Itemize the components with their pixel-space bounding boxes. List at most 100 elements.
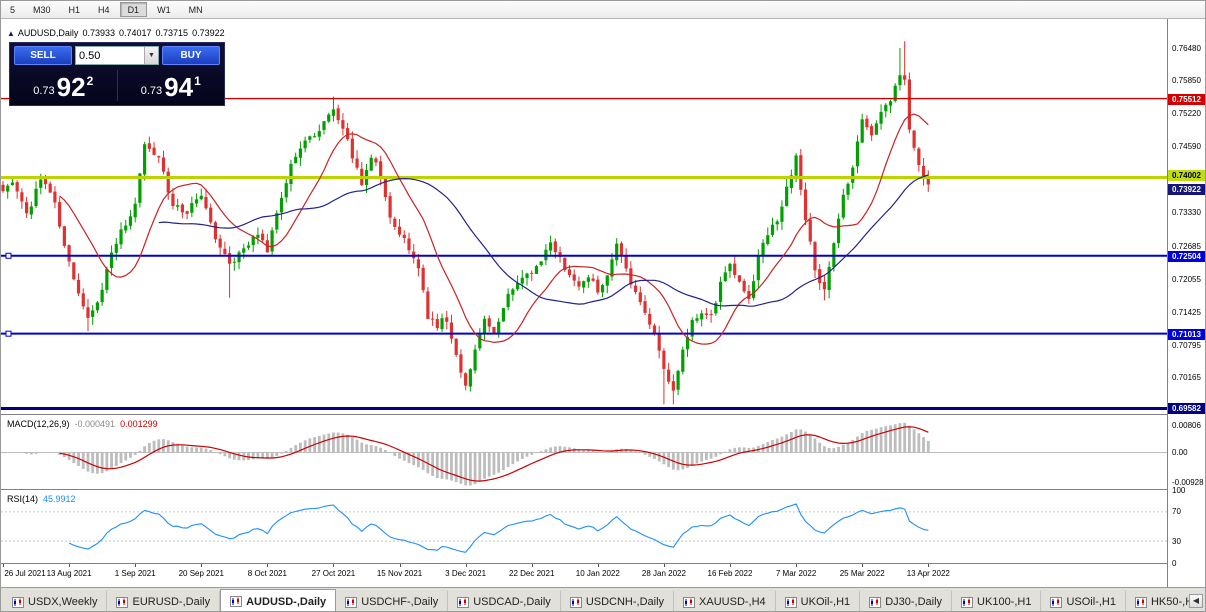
chart-tab-usoil-h1[interactable]: USOil-,H1 (1041, 591, 1126, 611)
volume-dropdown-icon[interactable]: ▼ (144, 47, 158, 64)
timeframe-button-m30[interactable]: M30 (25, 2, 59, 17)
timeframe-button-5[interactable]: 5 (2, 2, 23, 17)
rsi-value: 45.9912 (43, 494, 76, 504)
chart-tab-dj30-daily[interactable]: DJ30-,Daily (860, 591, 953, 611)
time-axis[interactable]: 26 Jul 2021 13 Aug 2021 1 Sep 2021 20 Sep 2… (1, 564, 1167, 587)
sell-price-point: 2 (86, 74, 94, 88)
buy-price-display: 0.73 94 1 (118, 67, 225, 104)
chart-tab-xauusd-h4[interactable]: XAUUSD-,H4 (674, 591, 776, 611)
chart-tab-usdx-weekly[interactable]: USDX,Weekly (3, 591, 108, 611)
chart-tab-hk50-h1[interactable]: HK50-,H1 (1126, 591, 1205, 611)
buy-button[interactable]: BUY (162, 46, 220, 65)
time-tick (399, 564, 401, 567)
ohlc-open: 0.73933 (82, 28, 115, 38)
time-tick (796, 564, 798, 567)
price-badge: 0.71013 (1168, 328, 1205, 340)
candlestick-chart-icon (345, 596, 358, 608)
candlestick-chart-icon (961, 596, 974, 608)
date-label: 10 Jan 2022 (575, 569, 620, 578)
price-tick: 0.76480 (1172, 43, 1201, 53)
chart-tab-uk100-h1[interactable]: UK100-,H1 (952, 591, 1042, 611)
price-badge: 0.75512 (1168, 93, 1205, 105)
price-tick: 0.73330 (1172, 208, 1201, 218)
price-badge: 0.74002 (1168, 170, 1205, 182)
candlestick-chart-icon (1050, 596, 1063, 608)
tab-label: UKOil-,H1 (800, 596, 851, 608)
price-badge: 0.69582 (1168, 403, 1205, 415)
macd-axis-tick: -0.00928 (1172, 478, 1204, 487)
tab-label: USDCAD-,Daily (473, 596, 551, 608)
date-label: 7 Mar 2022 (775, 569, 817, 578)
tab-label: UK100-,H1 (977, 596, 1032, 608)
macd-axis-tick: 0.00806 (1172, 421, 1201, 430)
buy-price-pips: 94 (164, 72, 194, 102)
macd-main-value: -0.000491 (74, 419, 116, 429)
time-tick (597, 564, 599, 567)
time-tick (663, 564, 665, 567)
rsi-label: RSI(14) (7, 494, 39, 504)
tabs-scroll-left-button[interactable]: ◀ (1189, 594, 1203, 608)
time-tick (862, 564, 864, 567)
candlestick-chart-icon (116, 596, 129, 608)
price-tick: 0.72055 (1172, 274, 1201, 284)
tab-label: USDCNH-,Daily (585, 596, 665, 608)
rsi-axis-tick: 0 (1172, 558, 1177, 568)
macd-label: MACD(12,26,9) (7, 419, 70, 429)
time-tick (465, 564, 467, 567)
timeframe-button-h4[interactable]: H4 (90, 2, 118, 17)
chart-tab-ukoil-h1[interactable]: UKOil-,H1 (776, 591, 861, 611)
tab-label: HK50-,H1 (1150, 596, 1200, 608)
price-chart[interactable] (1, 19, 1167, 587)
rsi-axis-tick: 100 (1172, 485, 1186, 495)
tab-label: AUDUSD-,Daily (246, 595, 327, 608)
chart-area[interactable]: ▲ AUDUSD,Daily 0.73933 0.74017 0.73715 0.7392… (1, 19, 1205, 587)
tab-label: USOil-,H1 (1066, 596, 1116, 608)
candlestick-chart-icon (683, 596, 696, 608)
candlestick-chart-icon (230, 596, 243, 607)
chart-tab-eurusd-daily[interactable]: EURUSD-,Daily (107, 591, 221, 611)
date-label: 22 Dec 2021 (509, 569, 555, 578)
price-tick: 0.74590 (1172, 142, 1201, 152)
ohlc-high: 0.74017 (118, 28, 152, 38)
chart-tab-usdcad-daily[interactable]: USDCAD-,Daily (448, 591, 561, 611)
tab-label: DJ30-,Daily (885, 596, 943, 608)
price-badge: 0.73922 (1168, 183, 1205, 195)
timeframe-button-d1[interactable]: D1 (119, 2, 148, 17)
candlestick-chart-icon (1134, 596, 1147, 608)
candlestick-chart-icon (569, 596, 582, 608)
price-axis[interactable]: 0.76480 0.75850 0.75220 0.74590 0.73330 0.726… (1167, 19, 1205, 587)
date-label: 27 Oct 2021 (311, 569, 356, 578)
time-tick (69, 564, 71, 567)
ohlc-low: 0.73715 (155, 28, 189, 38)
macd-signal-value: 0.001299 (120, 419, 158, 429)
timeframe-button-mn[interactable]: MN (181, 2, 211, 17)
buy-price-handle: 0.73 (140, 85, 163, 97)
sell-button[interactable]: SELL (14, 46, 72, 65)
tab-label: USDCHF-,Daily (361, 596, 439, 608)
date-label: 1 Sep 2021 (114, 569, 156, 578)
timeframe-button-w1[interactable]: W1 (149, 2, 179, 17)
sell-price-handle: 0.73 (33, 85, 55, 97)
chart-tab-usdchf-daily[interactable]: USDCHF-,Daily (336, 591, 449, 611)
volume-input[interactable] (76, 47, 144, 64)
time-tick (3, 564, 4, 567)
price-tick: 0.71425 (1172, 307, 1201, 317)
chart-tab-audusd-daily[interactable]: AUDUSD-,Daily (220, 589, 337, 611)
timeframe-toolbar: 5 M30 H1 H4 D1 W1 MN (1, 1, 1205, 19)
sell-price-pips: 92 (56, 72, 86, 102)
time-tick (135, 564, 137, 567)
price-tick: 0.75850 (1172, 76, 1201, 86)
ohlc-close: 0.73922 (192, 28, 225, 38)
candlestick-chart-icon (12, 596, 24, 608)
symbol-period-label: AUDUSD,Daily (17, 28, 79, 38)
date-label: 13 Aug 2021 (46, 569, 92, 578)
buy-price-point: 1 (194, 74, 201, 88)
chart-tab-usdcnh-daily[interactable]: USDCNH-,Daily (561, 591, 675, 611)
tab-label: XAUUSD-,H4 (699, 596, 766, 608)
rsi-axis-tick: 30 (1172, 536, 1181, 546)
price-tick: 0.75220 (1172, 109, 1201, 119)
time-tick (730, 564, 731, 567)
timeframe-button-h1[interactable]: H1 (61, 2, 89, 17)
